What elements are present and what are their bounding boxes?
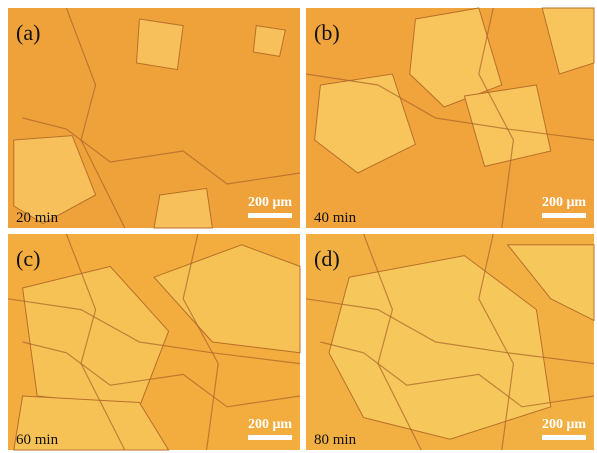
grain	[253, 26, 285, 57]
time-label: 80 min	[314, 432, 357, 448]
panel-label: (d)	[314, 246, 340, 271]
scale-label: 200 μm	[542, 417, 586, 432]
scale-bar	[542, 213, 586, 218]
panel: (d) 80 min 200 μm	[306, 234, 594, 450]
scale-bar	[542, 435, 586, 440]
scale-label: 200 μm	[248, 195, 292, 210]
panel-label: (b)	[314, 20, 340, 45]
time-label: 60 min	[16, 432, 59, 448]
scale-label: 200 μm	[542, 195, 586, 210]
grain	[154, 188, 212, 228]
scale-bar	[248, 213, 292, 218]
panel: (b) 40 min 200 μm	[306, 8, 594, 228]
panel: (a) 20 min 200 μm	[8, 8, 300, 228]
panel-label: (c)	[16, 246, 40, 271]
panel-label: (a)	[16, 20, 40, 45]
panel: (c) 60 min 200 μm	[8, 234, 300, 450]
scale-bar	[248, 435, 292, 440]
scale-label: 200 μm	[248, 417, 292, 432]
figure: (a) 20 min 200 μm (b) 40 min 200 μm (c) 60 min 2…	[0, 0, 597, 453]
grain	[137, 19, 184, 70]
time-label: 20 min	[16, 210, 59, 226]
time-label: 40 min	[314, 210, 357, 226]
